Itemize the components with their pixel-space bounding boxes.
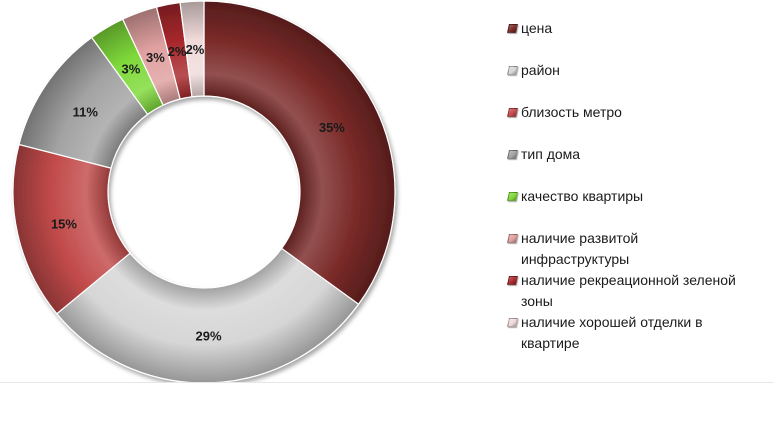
legend-swatch-icon (507, 318, 518, 327)
legend-label: район (521, 62, 560, 78)
divider (0, 382, 774, 383)
legend-label: близость метро (521, 104, 622, 120)
legend-item-6: наличие развитой инфраструктуры (507, 228, 770, 270)
data-label-2: 29% (195, 328, 221, 343)
data-label-3: 15% (51, 216, 77, 231)
data-label-7: 2% (168, 44, 187, 59)
legend-item-5: качество квартиры (507, 186, 770, 207)
legend-label: тип дома (521, 146, 581, 162)
data-label-5: 3% (122, 61, 141, 76)
legend-label: наличие хорошей отделки в квартире (521, 314, 703, 351)
legend-swatch-icon (507, 66, 518, 75)
slice-2 (55, 247, 360, 383)
legend-swatch-icon (507, 150, 518, 159)
legend-item-8: наличие хорошей отделки в квартире (507, 312, 770, 354)
legend-swatch-icon (507, 276, 518, 285)
slice-1 (203, 0, 396, 306)
legend-item-2: район (507, 60, 770, 81)
legend-label: цена (521, 20, 553, 36)
slices (12, 0, 396, 383)
legend-item-1: цена (507, 18, 770, 39)
slice-8 (179, 0, 205, 98)
legend-item-7: наличие рекреационной зеленой зоны (507, 270, 770, 312)
data-label-6: 3% (146, 50, 165, 65)
legend-swatch-icon (507, 24, 518, 33)
legend-item-3: близость метро (507, 102, 770, 123)
legend-swatch-icon (507, 108, 518, 117)
legend-item-4: тип дома (507, 144, 770, 165)
legend-label: наличие развитой инфраструктуры (521, 230, 639, 267)
data-label-4: 11% (73, 104, 99, 119)
legend-swatch-icon (507, 234, 518, 243)
data-labels: 35%29%15%11%3%3% 2% 2% (51, 42, 345, 344)
data-label-1: 35% (319, 120, 345, 135)
chart-area: 35% 29% 15% 11% 3% 3% 2% 2% цена район близость м… (12, 0, 770, 383)
legend-label: качество квартиры (521, 188, 644, 204)
legend-label: наличие рекреационной зеленой зоны (521, 272, 736, 309)
legend-swatch-icon (507, 192, 518, 201)
data-label-8: 2% (186, 42, 205, 57)
doughnut-chart: 35%29%15%11%3%3% 2% 2% (12, 0, 396, 383)
